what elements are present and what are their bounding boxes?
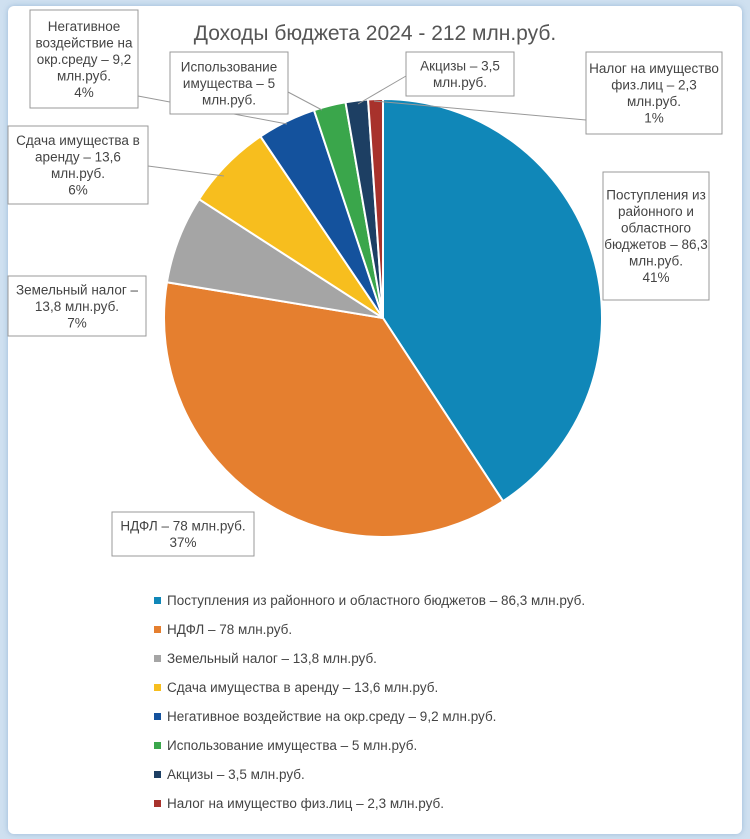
callout-label: млн.руб. (57, 68, 111, 83)
legend-item: Налог на имущество физ.лиц – 2,3 млн.руб… (154, 796, 444, 811)
legend-swatch (154, 800, 161, 807)
pie-slices (163, 97, 603, 538)
legend-item: Акцизы – 3,5 млн.руб. (154, 767, 305, 782)
callout-label: 13,8 млн.руб. (35, 299, 119, 314)
pie-slice (163, 281, 505, 538)
callout-label: областного (621, 221, 691, 236)
callout-label: аренду – 13,6 (35, 150, 121, 165)
legend-swatch (154, 626, 161, 633)
callout-label: имущества – 5 (183, 76, 275, 91)
callout-label: 7% (67, 315, 87, 330)
callout-label: 6% (68, 183, 88, 198)
callout-box (29, 9, 139, 109)
legend-item: Использование имущества – 5 млн.руб. (154, 738, 417, 753)
legend-item: НДФЛ – 78 млн.руб. (154, 622, 292, 637)
legend-label: Налог на имущество физ.лиц – 2,3 млн.руб… (167, 796, 444, 811)
legend-swatch (154, 684, 161, 691)
callout-leader-line (357, 75, 407, 105)
legend-swatch (154, 771, 161, 778)
legend-item: Сдача имущества в аренду – 13,6 млн.руб. (154, 680, 438, 695)
legend-swatch (154, 597, 161, 604)
callout-label: физ.лиц – 2,3 (611, 78, 697, 93)
callout-label: бюджетов – 86,3 (604, 237, 708, 252)
callout-label: млн.руб. (629, 254, 683, 269)
callout-box (111, 511, 255, 557)
callout-label: НДФЛ – 78 млн.руб. (120, 519, 245, 534)
callout-label: Негативное (48, 19, 120, 34)
callout-box (169, 51, 289, 115)
legend-label: НДФЛ – 78 млн.руб. (167, 622, 292, 637)
chart-title: Доходы бюджета 2024 - 212 млн.руб. (194, 22, 556, 45)
callout-box (405, 51, 515, 97)
data-callout: НДФЛ – 78 млн.руб.37% (111, 511, 255, 557)
legend-label: Земельный налог – 13,8 млн.руб. (167, 651, 377, 666)
legend-swatch (154, 742, 161, 749)
callout-label: млн.руб. (627, 94, 681, 109)
callout-label: млн.руб. (433, 75, 487, 90)
legend-label: Поступления из районного и областного бю… (167, 593, 585, 608)
callout-box (7, 125, 149, 205)
legend-label: Сдача имущества в аренду – 13,6 млн.руб. (167, 680, 438, 695)
legend-swatch (154, 655, 161, 662)
callout-label: 4% (74, 85, 94, 100)
callout-box (585, 51, 723, 135)
callout-leader-line (373, 100, 587, 121)
callout-label: воздействие на (35, 35, 133, 50)
callout-box (7, 275, 147, 337)
callout-label: млн.руб. (202, 92, 256, 107)
callout-label: Использование (181, 59, 277, 74)
legend-item: Негативное воздействие на окр.среду – 9,… (154, 709, 496, 724)
callout-label: Земельный налог – (16, 282, 139, 297)
callout-label: 1% (644, 111, 664, 126)
data-callout: Земельный налог – 13,8 млн.руб.7% (7, 275, 147, 337)
legend-label: Использование имущества – 5 млн.руб. (167, 738, 417, 753)
callout-label: районного и (618, 204, 694, 219)
callout-box (602, 171, 710, 301)
callout-label: окр.среду – 9,2 (37, 52, 132, 67)
legend-item: Поступления из районного и областного бю… (154, 593, 585, 608)
legend: Поступления из районного и областного бю… (154, 593, 585, 811)
callout-label: Налог на имущество (589, 61, 719, 76)
legend-label: Акцизы – 3,5 млн.руб. (167, 767, 305, 782)
callout-label: млн.руб. (51, 166, 105, 181)
callout-leader-line (147, 165, 225, 177)
callout-label: Сдача имущества в (16, 133, 140, 148)
pie-slice (366, 97, 384, 319)
legend-label: Негативное воздействие на окр.среду – 9,… (167, 709, 496, 724)
callout-label: 37% (169, 535, 196, 550)
legend-swatch (154, 713, 161, 720)
callout-label: Акцизы – 3,5 (420, 59, 500, 74)
callout-label: Поступления из (606, 188, 706, 203)
callout-label: 41% (642, 270, 669, 285)
legend-item: Земельный налог – 13,8 млн.руб. (154, 651, 377, 666)
callout-leader-line (287, 91, 323, 111)
